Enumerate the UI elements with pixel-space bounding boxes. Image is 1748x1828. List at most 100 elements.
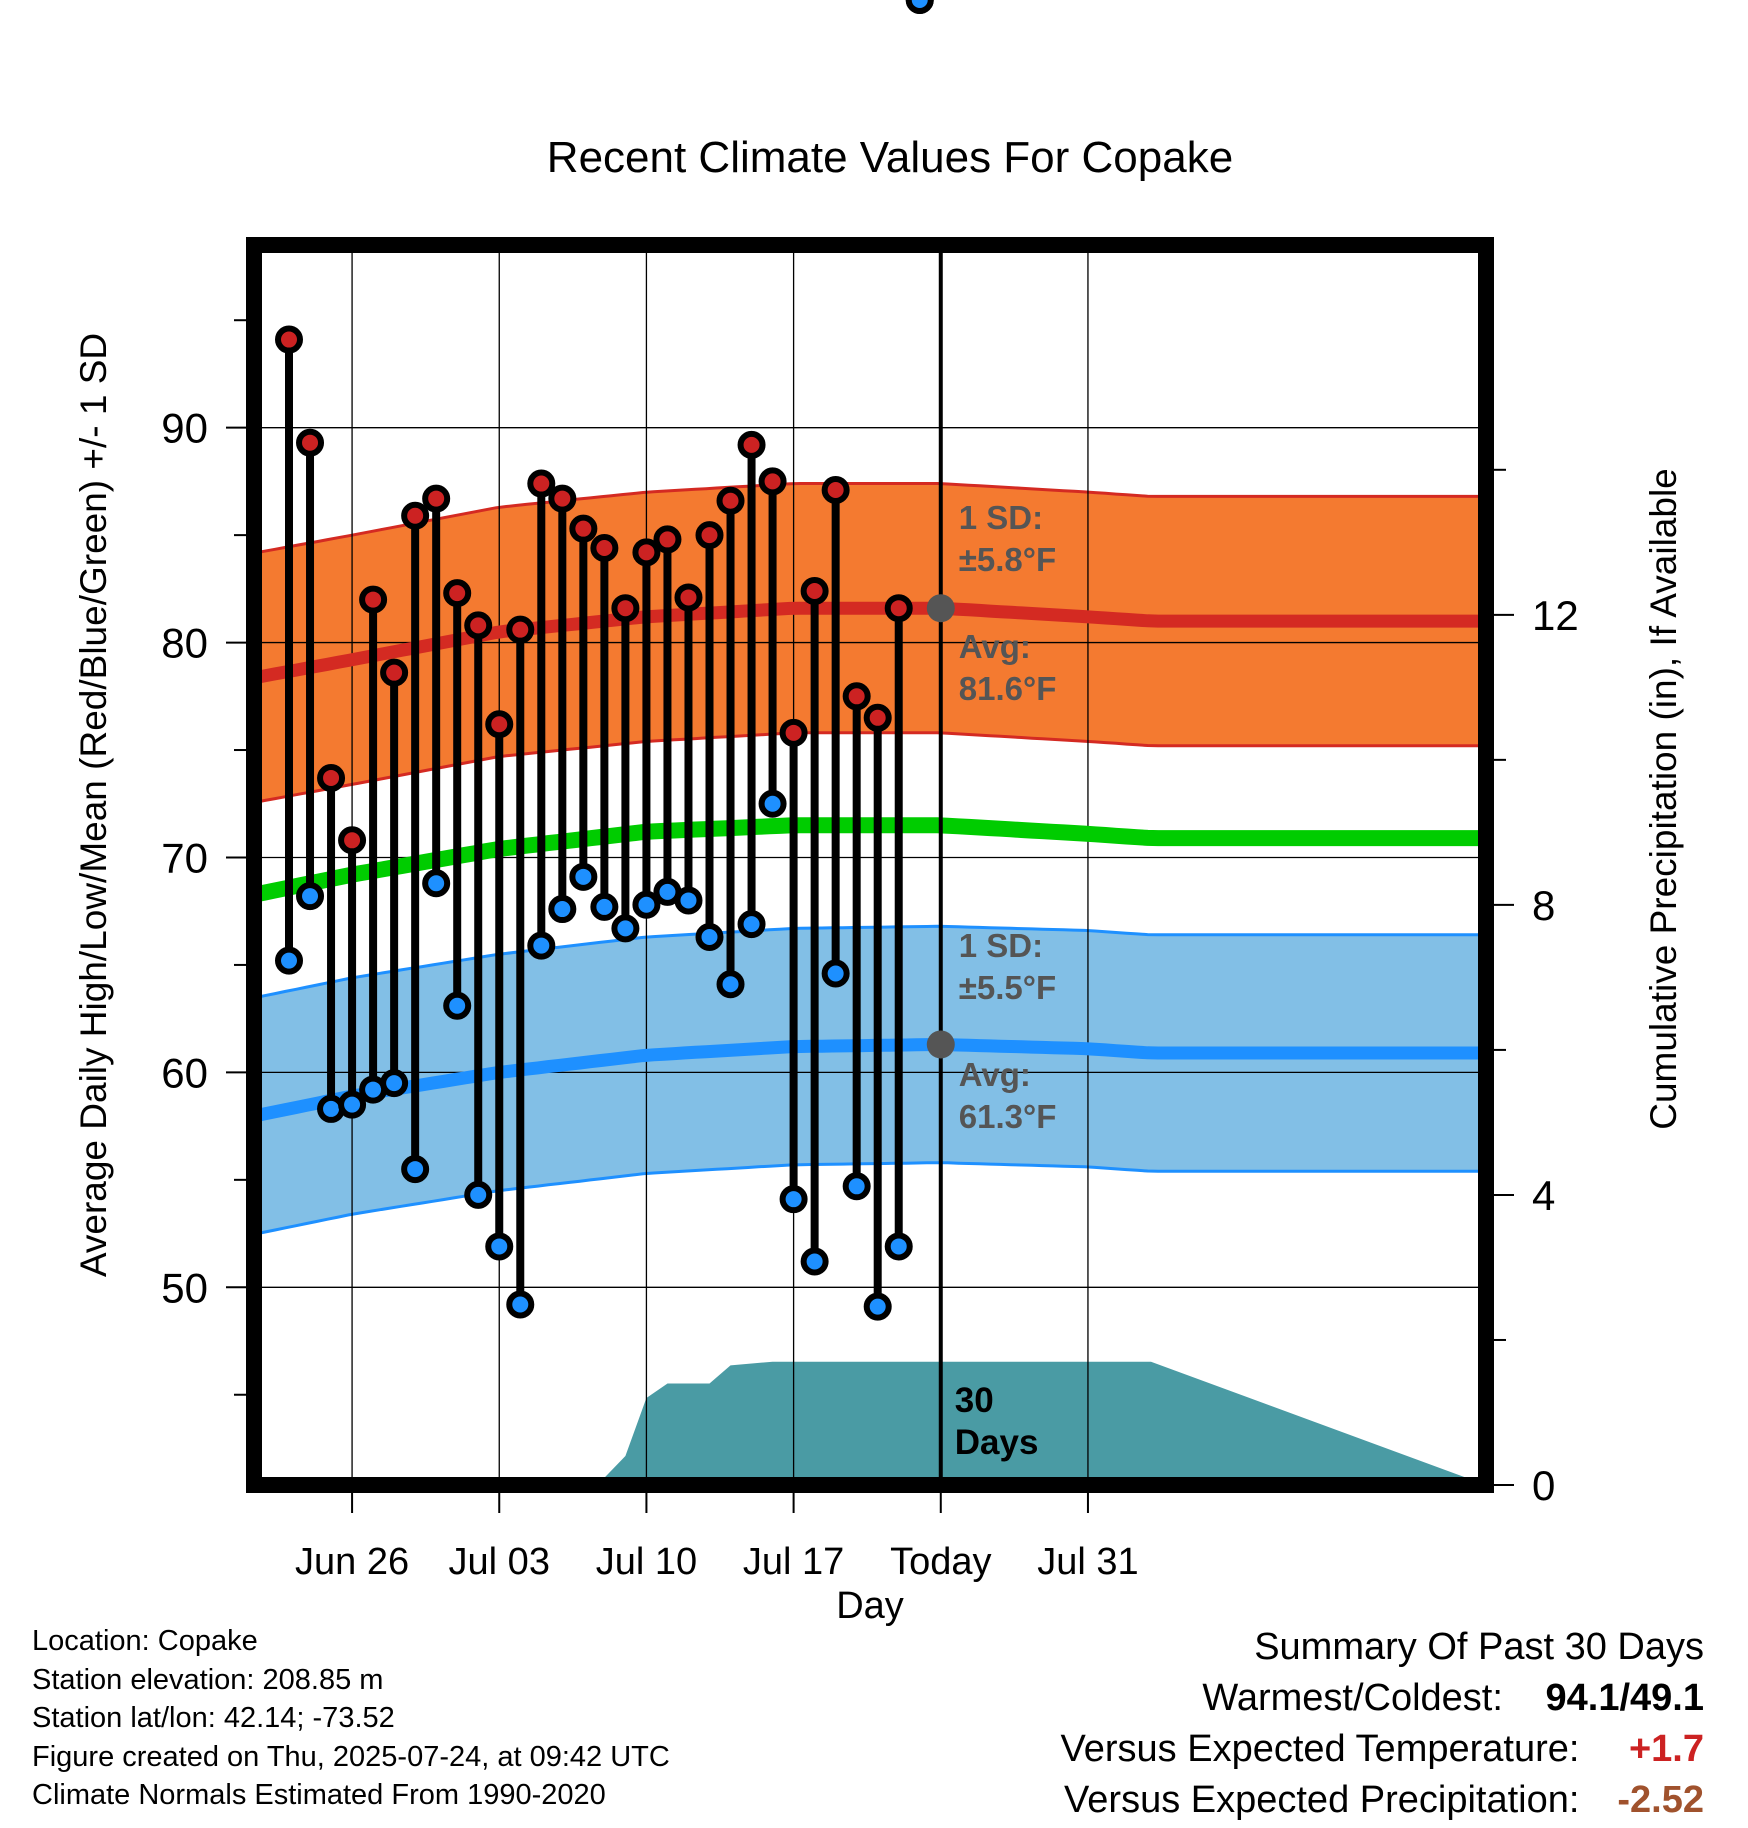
low-point bbox=[338, 1090, 367, 1119]
high-point bbox=[443, 579, 472, 608]
warm-cold-label: Warmest/Coldest: bbox=[1202, 1677, 1503, 1719]
low-sd-label: 1 SD: bbox=[959, 927, 1043, 964]
normals-text: Climate Normals Estimated From 1990-2020 bbox=[32, 1779, 606, 1811]
high-avg-value: 81.6°F bbox=[959, 670, 1057, 707]
high-point bbox=[863, 703, 892, 732]
high-point bbox=[548, 484, 577, 513]
summary-warm-cold: Warmest/Coldest: 94.1/49.1 bbox=[1061, 1673, 1704, 1724]
low-point bbox=[275, 946, 303, 975]
high-point bbox=[884, 594, 913, 623]
slash-text: / bbox=[1619, 1677, 1631, 1719]
high-point bbox=[758, 467, 787, 496]
low-point bbox=[632, 890, 661, 919]
x-tick-label: Jul 17 bbox=[743, 1541, 844, 1583]
low-point bbox=[758, 789, 787, 818]
x-axis-label: Day bbox=[836, 1585, 904, 1627]
low-point bbox=[842, 1172, 871, 1201]
high-point bbox=[317, 763, 346, 792]
high-point bbox=[800, 576, 829, 605]
y-left-tick-label: 60 bbox=[161, 1049, 208, 1096]
low-point bbox=[506, 1290, 535, 1319]
x-tick-label: Jul 03 bbox=[449, 1541, 550, 1583]
high-point bbox=[485, 710, 514, 739]
low-normal-line bbox=[252, 1037, 1484, 1123]
high-point bbox=[611, 594, 640, 623]
y-right-tick-label: 8 bbox=[1532, 882, 1555, 929]
precip-layer bbox=[254, 1361, 1486, 1485]
y-left-tick-label: 80 bbox=[161, 620, 208, 667]
high-sd-band-upper-edge bbox=[253, 482, 1484, 555]
location-text: Location: Copake bbox=[32, 1625, 258, 1657]
low-point bbox=[296, 882, 325, 911]
period-label-line2: Days bbox=[955, 1423, 1039, 1462]
x-tick-label: Today bbox=[890, 1541, 991, 1583]
station-metadata: Location: Copake Station elevation: 208.… bbox=[32, 1622, 670, 1815]
high-point bbox=[779, 718, 808, 747]
high-point bbox=[737, 430, 766, 459]
high-point bbox=[653, 525, 682, 554]
points-layer bbox=[275, 0, 934, 1321]
elevation-text: Station elevation: 208.85 m bbox=[32, 1663, 384, 1696]
low-point bbox=[674, 886, 703, 915]
high-point bbox=[590, 534, 619, 563]
summary-panel: Summary Of Past 30 Days Warmest/Coldest:… bbox=[1061, 1622, 1704, 1826]
y-left-axis-label: Average Daily High/Low/Mean (Red/Blue/Gr… bbox=[73, 333, 114, 1277]
y-right-tick-label: 4 bbox=[1532, 1172, 1555, 1219]
low-point bbox=[569, 862, 598, 891]
high-sd-value: ±5.8°F bbox=[959, 541, 1056, 578]
low-point bbox=[590, 892, 619, 921]
low-point bbox=[485, 1232, 514, 1261]
low-point bbox=[380, 1069, 409, 1098]
y-right-tick-label: 12 bbox=[1532, 592, 1579, 639]
high-avg-label: Avg: bbox=[959, 628, 1031, 665]
low-avg-label: Avg: bbox=[959, 1056, 1031, 1093]
high-point bbox=[527, 469, 556, 498]
high-point bbox=[464, 611, 493, 640]
high-point bbox=[842, 682, 871, 711]
chart-title: Recent Climate Values For Copake bbox=[547, 133, 1233, 182]
low-sd-band-lower-edge bbox=[253, 1161, 1484, 1236]
y-left-tick-label: 50 bbox=[161, 1264, 208, 1311]
y-left-tick-label: 70 bbox=[161, 834, 208, 881]
high-point bbox=[716, 486, 745, 515]
low-point bbox=[695, 922, 724, 951]
frame-layer bbox=[246, 237, 1494, 1493]
low-point bbox=[464, 1180, 493, 1209]
climate-chart: 1 SD: ±5.8°F Avg: 81.6°F 1 SD: ±5.5°F Avg: 61.3… bbox=[73, 0, 1684, 1627]
low-point bbox=[527, 931, 556, 960]
high-point bbox=[359, 585, 388, 614]
low-point bbox=[401, 1155, 430, 1184]
x-tick-label: Jul 10 bbox=[596, 1541, 697, 1583]
created-text: Figure created on Thu, 2025-07-24, at 09… bbox=[32, 1740, 670, 1773]
y-right-axis-label: Cumulative Precipitation (in), If Availa… bbox=[1643, 468, 1684, 1130]
precip-value: -2.52 bbox=[1617, 1779, 1704, 1821]
annotation-layer: 1 SD: ±5.8°F Avg: 81.6°F 1 SD: ±5.5°F Avg: 61.3… bbox=[926, 499, 1057, 1462]
low-point bbox=[422, 869, 451, 898]
high-point bbox=[296, 428, 325, 457]
axes-layer: Recent Climate Values For Copake50607080… bbox=[73, 133, 1684, 1627]
low-point bbox=[443, 991, 472, 1020]
low-point bbox=[548, 895, 577, 924]
low-point bbox=[905, 0, 934, 14]
high-point bbox=[632, 538, 661, 567]
low-point bbox=[800, 1247, 829, 1276]
low-avg-marker bbox=[926, 1030, 955, 1059]
high-point bbox=[506, 615, 535, 644]
high-point bbox=[275, 325, 303, 354]
temp-value: +1.7 bbox=[1628, 1728, 1704, 1770]
low-point bbox=[716, 970, 745, 999]
precip-area bbox=[254, 1361, 1486, 1485]
low-point bbox=[821, 959, 850, 988]
high-sd-label: 1 SD: bbox=[959, 499, 1043, 536]
low-point bbox=[737, 910, 766, 939]
high-avg-marker bbox=[926, 594, 955, 623]
summary-precip: Versus Expected Precipitation: -2.52 bbox=[1061, 1775, 1704, 1826]
low-avg-value: 61.3°F bbox=[959, 1098, 1057, 1135]
high-point bbox=[695, 521, 724, 550]
low-sd-value: ±5.5°F bbox=[959, 969, 1056, 1006]
summary-title: Summary Of Past 30 Days bbox=[1254, 1626, 1704, 1668]
low-point bbox=[779, 1185, 808, 1214]
y-right-tick-label: 0 bbox=[1532, 1462, 1555, 1509]
low-sd-band bbox=[254, 926, 1484, 1235]
high-point bbox=[422, 484, 451, 513]
